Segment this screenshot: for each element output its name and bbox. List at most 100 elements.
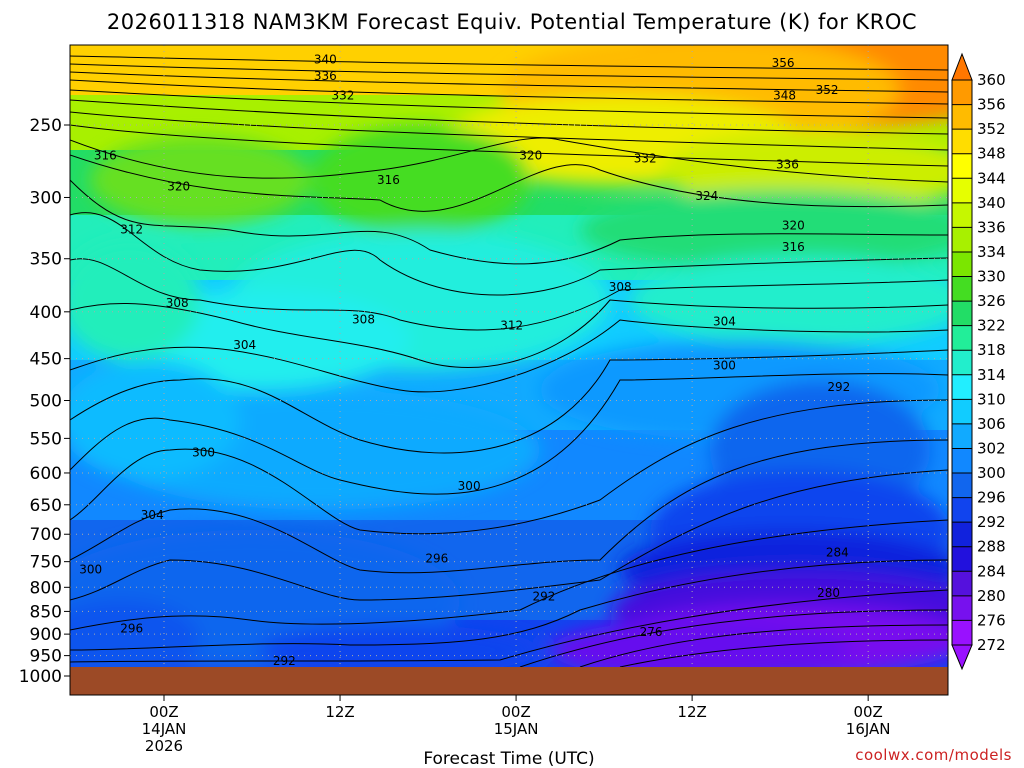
colorbar-label: 322 (977, 317, 1006, 335)
contour-label: 276 (640, 625, 663, 639)
colorbar-swatch (952, 620, 972, 646)
contour-line (70, 111, 948, 151)
colorbar-swatch (952, 80, 972, 106)
grid-lines (70, 45, 948, 695)
colorbar-label: 300 (977, 464, 1006, 482)
colorbar-label: 336 (977, 218, 1006, 236)
colorbar-swatch (952, 104, 972, 130)
y-tick-label: 950 (30, 647, 62, 667)
y-tick-label: 350 (30, 250, 62, 270)
contour-line (70, 519, 948, 631)
colorbar-label: 340 (977, 194, 1006, 212)
colorbar-label: 360 (977, 71, 1006, 89)
contour-label: 292 (532, 590, 555, 604)
field-region (630, 255, 948, 345)
contour-label: 304 (713, 315, 736, 329)
contour-label: 304 (141, 508, 164, 522)
y-tick-label: 800 (30, 578, 62, 598)
colorbar-label: 306 (977, 415, 1006, 433)
x-tick-label: 00Z (501, 703, 530, 721)
contour-line (70, 99, 948, 135)
x-tick-label: 00Z (853, 703, 882, 721)
contour-line (70, 124, 948, 167)
contour-label: 324 (695, 189, 718, 203)
colorbar-label: 288 (977, 538, 1006, 556)
y-tick-label: 300 (30, 188, 62, 208)
contour-label: 300 (713, 359, 736, 373)
contour-line (70, 154, 948, 212)
x-tick-label: 2026 (145, 737, 183, 755)
contour-line (70, 63, 948, 81)
colorbar-label: 280 (977, 587, 1006, 605)
contour-labels: 340 336 332 316 320 312 316 320 332 336 348 352 356 3… (79, 52, 850, 668)
field-region (580, 190, 948, 270)
contour-label: 296 (425, 551, 448, 565)
chart-title: 2026011318 NAM3KM Forecast Equiv. Potent… (107, 10, 917, 34)
contour-label: 356 (772, 56, 795, 70)
colorbar-label: 344 (977, 169, 1006, 187)
colorbar-swatch (952, 202, 972, 228)
colorbar-swatch (952, 374, 972, 400)
contour-label: 320 (167, 180, 190, 194)
colorbar-label: 334 (977, 243, 1006, 261)
x-tick-label: 12Z (325, 703, 354, 721)
contour-label: 320 (519, 149, 542, 163)
contour-label: 284 (826, 546, 849, 560)
colorbar-swatch (952, 595, 972, 621)
colorbar-label: 302 (977, 439, 1006, 457)
colorbar-swatch (952, 571, 972, 597)
contour-line (70, 137, 948, 183)
colorbar-swatch (952, 227, 972, 253)
x-tick-label: 00Z (149, 703, 178, 721)
x-tick-label: 14JAN (142, 720, 187, 738)
colorbar-swatch (952, 276, 972, 302)
contour-label: 308 (352, 313, 375, 327)
colorbar-label: 314 (977, 366, 1006, 384)
contour-line (70, 349, 948, 454)
colorbar: 360 356 352 348 344 340 336 334 330 326 322 318 314 3… (951, 52, 1006, 671)
contour-label: 332 (332, 88, 355, 102)
y-tick-label: 500 (30, 392, 62, 412)
y-tick-label: 700 (30, 525, 62, 545)
colorbar-top-arrow (951, 52, 973, 81)
contour-label: 352 (816, 83, 839, 97)
contour-label: 292 (273, 654, 296, 668)
y-tick-label: 900 (30, 625, 62, 645)
contour-label: 348 (773, 88, 796, 102)
contour-label: 320 (782, 219, 805, 233)
credit-text: coolwx.com/models (855, 746, 1012, 764)
colorbar-label: 318 (977, 341, 1006, 359)
colorbar-swatch (952, 129, 972, 155)
contour-line (70, 319, 948, 393)
ground-below-surface (70, 667, 948, 695)
x-tick-label: 12Z (677, 703, 706, 721)
field-region (550, 620, 850, 680)
contour-label: 336 (314, 69, 337, 83)
colorbar-bottom-arrow (951, 644, 973, 671)
contour-label: 312 (500, 318, 523, 332)
y-tick-label: 250 (30, 116, 62, 136)
field-region (70, 360, 240, 480)
colorbar-label: 292 (977, 513, 1006, 531)
contour-label: 336 (776, 157, 799, 171)
contour-line (70, 373, 948, 495)
y-tick-label: 1000 (19, 667, 62, 687)
contour-label: 280 (817, 586, 840, 600)
contour-label: 308 (166, 296, 189, 310)
contour-line (70, 79, 948, 105)
colorbar-swatch (952, 251, 972, 278)
field-region (260, 625, 540, 675)
contour-line (70, 55, 948, 71)
colorbar-swatch (952, 301, 972, 327)
contour-line (70, 89, 948, 119)
colorbar-label: 296 (977, 489, 1006, 507)
contour-label: 296 (120, 621, 143, 635)
contour-label: 312 (120, 222, 143, 236)
contour-label: 300 (458, 479, 481, 493)
colorbar-label: 310 (977, 390, 1006, 408)
colorbar-swatch (952, 153, 972, 179)
x-tick-label: 16JAN (846, 720, 891, 738)
colorbar-swatch (952, 497, 972, 523)
